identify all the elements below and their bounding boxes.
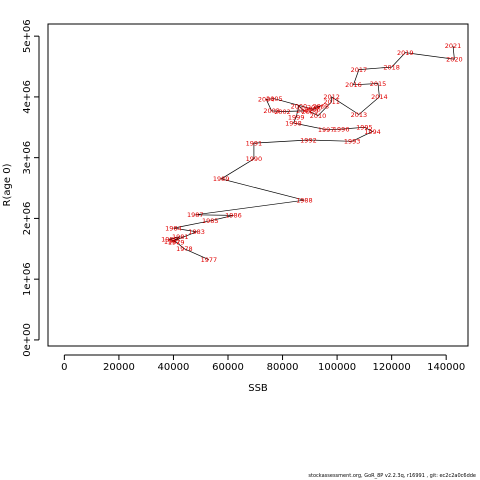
year-label: 1997 [318,126,335,134]
year-label: 2016 [345,81,362,89]
year-label: 1994 [364,128,381,136]
year-label: 2008 [312,102,329,110]
year-label: 2007 [307,104,324,112]
year-label: 2012 [323,93,340,101]
year-label: 1978 [176,245,193,253]
x-tick-label: 80000 [267,362,299,373]
y-tick-label: 4e+06 [22,80,33,114]
year-label: 1980 [161,235,178,243]
y-tick-label: 2e+06 [22,202,33,236]
year-label: 1996 [333,125,350,133]
year-label: 1982 [164,238,181,246]
year-label: 2000 [291,102,308,110]
year-label: 1995 [356,124,373,132]
year-label: 1989 [213,175,230,183]
year-label: 2003 [263,107,280,115]
year-label: 1998 [285,119,302,127]
year-label: 2011 [323,98,340,106]
year-label: 1986 [225,212,242,220]
year-label: 1988 [296,196,313,204]
year-label: 1999 [288,113,305,121]
year-label: 1991 [246,139,263,147]
y-axis: 0e+00 1e+06 2e+06 3e+06 4e+06 5e+06 [22,19,40,357]
year-label: 1993 [344,138,361,146]
year-label: 2005 [266,95,283,103]
x-tick-label: 140000 [427,362,465,373]
x-axis-title: SSB [248,383,268,394]
y-tick-label: 0e+00 [22,323,33,357]
year-label: 2006 [304,105,321,113]
year-label: 2001 [296,107,313,115]
year-label: 1979 [168,238,185,246]
year-label: 1990 [246,155,263,163]
year-label: 1983 [188,228,205,236]
year-label: 2004 [258,96,275,104]
year-label: 1981 [172,233,189,241]
x-tick-label: 40000 [158,362,190,373]
year-label: 1985 [202,217,219,225]
year-label: 2014 [371,93,388,101]
x-tick-label: 60000 [212,362,244,373]
y-tick-label: 5e+06 [22,19,33,53]
x-tick-label: 0 [61,362,67,373]
year-label: 2013 [351,111,368,119]
year-label: 2017 [351,66,368,74]
year-label: 1977 [201,256,218,264]
year-label: 2018 [383,63,400,71]
year-label: 1984 [165,224,182,232]
footer-credit: stockassessment.org, GoR_8P v2.2.3q, r16… [308,473,476,479]
year-label: 2010 [310,112,327,120]
x-tick-label: 100000 [318,362,356,373]
x-tick-label: 120000 [373,362,411,373]
year-label: 2020 [446,56,463,64]
year-label: 2015 [370,80,387,88]
y-tick-label: 1e+06 [22,262,33,296]
x-axis: 0 20000 40000 60000 80000 100000 120000 140000 [61,354,465,373]
x-tick-label: 20000 [103,362,135,373]
year-label: 2021 [445,42,462,50]
year-label: 1992 [300,136,317,144]
year-label: 2009 [302,108,319,116]
year-label: 1987 [187,211,204,219]
year-label: 2019 [397,49,414,57]
plot-frame [47,23,469,347]
y-tick-label: 3e+06 [22,141,33,175]
series-line [168,45,455,261]
year-label: 2002 [274,108,291,116]
y-axis-title: R(age 0) [2,163,13,206]
